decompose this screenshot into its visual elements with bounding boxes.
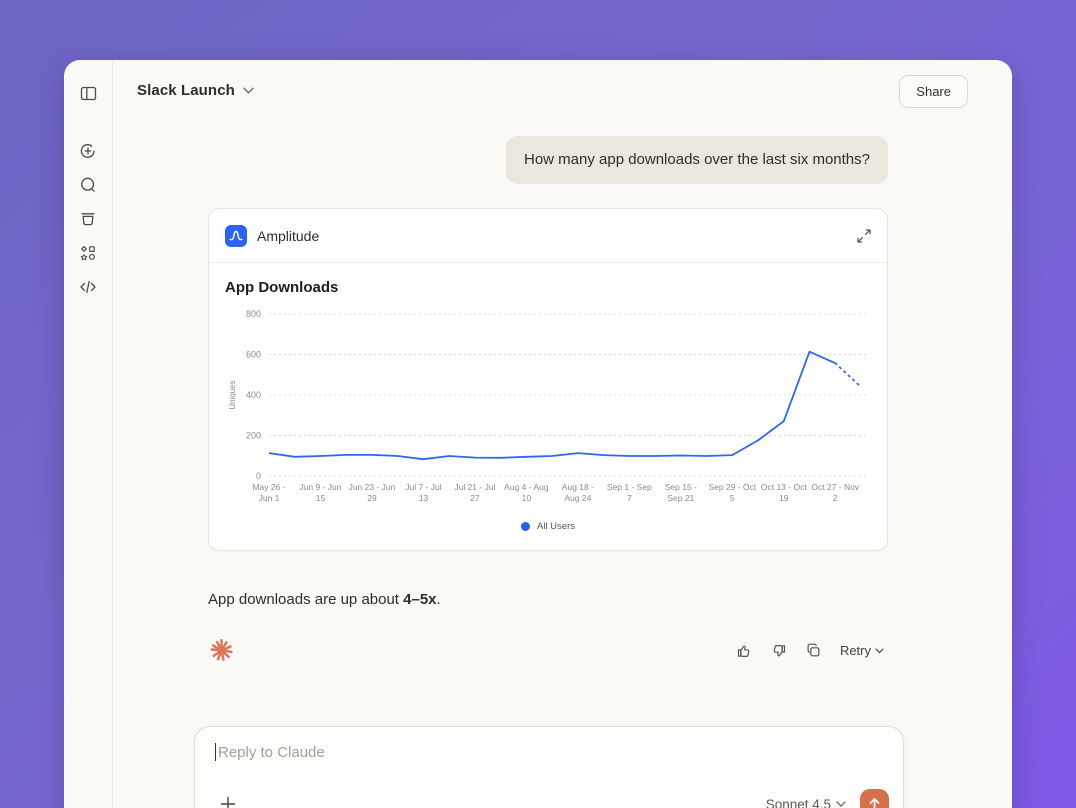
assistant-text: App downloads are up about (208, 591, 404, 608)
chats-icon[interactable] (79, 176, 97, 194)
svg-text:May 26 -Jun 1: May 26 -Jun 1 (252, 482, 285, 503)
line-chart[interactable]: 0 200 400 600 800 Uniques May 26 -Jun 1 Jun 9 -… (225, 302, 871, 514)
amplitude-tool-card: Amplitude App Downloads 0 200 400 600 800 Uni… (208, 208, 888, 551)
chart-title: App Downloads (225, 279, 339, 296)
chevron-down-icon (243, 81, 254, 99)
new-chat-icon[interactable] (79, 142, 97, 160)
chat-column: How many app downloads over the last six… (208, 136, 888, 664)
chart-legend: All Users (225, 519, 871, 540)
send-button[interactable] (860, 789, 889, 808)
sidebar-toggle-icon[interactable] (79, 84, 97, 102)
legend-dot-icon (520, 522, 530, 531)
sidebar-nav (79, 142, 97, 312)
claude-app-window: Slack Launch Share How many app download… (64, 60, 1012, 808)
user-message: How many app downloads over the last six… (505, 136, 888, 184)
thumbs-down-icon[interactable] (766, 639, 792, 663)
copy-icon[interactable] (801, 639, 827, 663)
retry-label: Retry (839, 643, 871, 658)
tool-card-body: App Downloads 0 200 400 600 800 Uniques May 26… (209, 263, 887, 550)
text-caret (215, 743, 216, 761)
expand-icon[interactable] (857, 228, 871, 243)
legend-label: All Users (536, 521, 575, 532)
header: Slack Launch Share (113, 60, 1012, 124)
tool-card-header: Amplitude (209, 209, 887, 263)
retry-button[interactable]: Retry (836, 641, 888, 660)
svg-text:800: 800 (246, 309, 261, 319)
svg-text:200: 200 (246, 431, 261, 441)
tool-app-name: Amplitude (257, 227, 320, 244)
archive-icon[interactable] (79, 210, 97, 228)
svg-text:Uniques: Uniques (228, 380, 237, 409)
assistant-message: App downloads are up about 4–5x. (208, 591, 441, 608)
chevron-down-icon (875, 647, 884, 653)
connectors-icon[interactable] (79, 244, 97, 262)
send-arrow-icon (869, 798, 880, 808)
composer-toolbar: Sonnet 4.5 (195, 789, 903, 808)
conversation-title-menu[interactable]: Slack Launch (137, 81, 254, 99)
page-title: Slack Launch (137, 81, 235, 99)
amplitude-logo-icon (225, 224, 247, 247)
assistant-text-bold: 4–5x (403, 591, 437, 608)
svg-text:600: 600 (246, 350, 261, 360)
chevron-down-icon (836, 801, 846, 807)
claude-logo-icon (210, 639, 233, 661)
main-area: Slack Launch Share How many app download… (113, 60, 1012, 808)
reply-input[interactable]: Reply to Claude (215, 743, 883, 761)
input-placeholder: Reply to Claude (218, 743, 325, 761)
plus-icon[interactable] (215, 791, 241, 808)
share-button[interactable]: Share (899, 75, 968, 108)
svg-text:Aug 18 -Aug 24: Aug 18 -Aug 24 (562, 482, 594, 503)
sidebar (64, 60, 113, 808)
message-footer: Retry (208, 637, 888, 664)
svg-text:Sep 15 -Sep 21: Sep 15 -Sep 21 (665, 482, 697, 503)
code-icon[interactable] (79, 278, 97, 296)
model-label: Sonnet 4.5 (765, 796, 831, 808)
model-selector[interactable]: Sonnet 4.5 (766, 797, 846, 808)
svg-text:400: 400 (246, 390, 261, 400)
composer[interactable]: Reply to Claude Sonnet 4.5 (194, 726, 904, 808)
svg-text:0: 0 (256, 471, 261, 481)
thumbs-up-icon[interactable] (731, 639, 757, 663)
message-actions: Retry (731, 639, 888, 663)
